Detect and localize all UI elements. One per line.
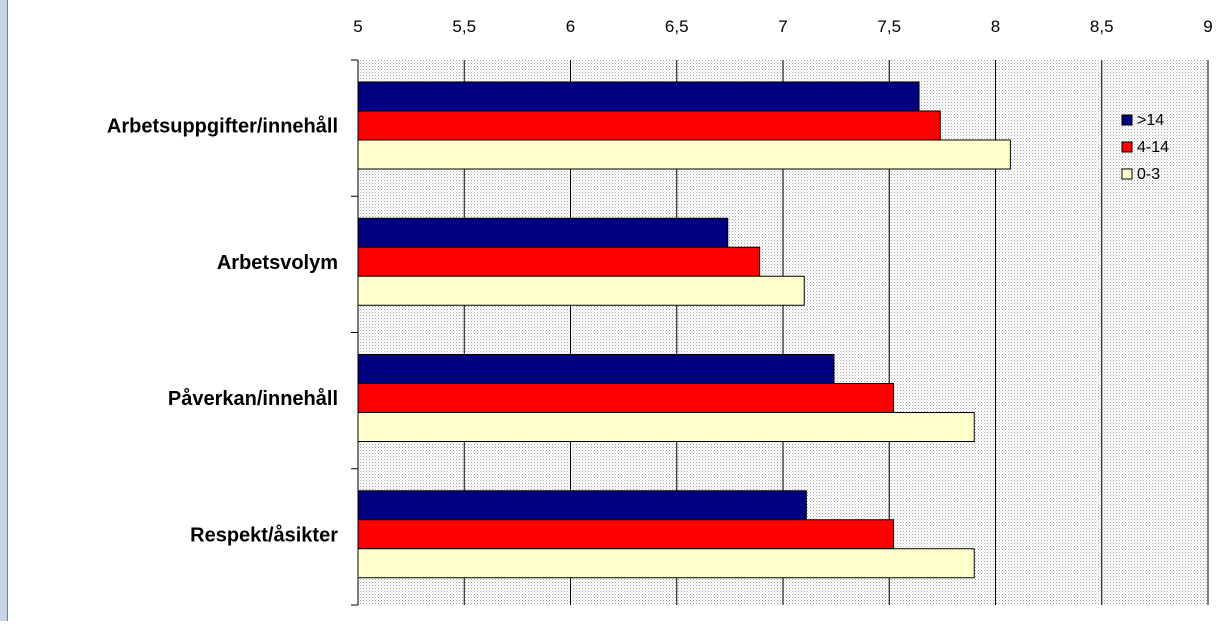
legend-swatch-2: [1121, 168, 1133, 180]
x-tick-label-8: 9: [1203, 17, 1212, 36]
x-tick-label-7: 8,5: [1090, 17, 1114, 36]
bar-3-0: [357, 490, 807, 521]
x-tick-label-1: 5,5: [452, 17, 476, 36]
bar-1-2: [357, 275, 805, 306]
x-tick-label-3: 6,5: [665, 17, 689, 36]
legend-label-1: 4-14: [1137, 139, 1169, 156]
legend-swatch-0: [1121, 114, 1133, 126]
axes: [351, 59, 359, 606]
window-frame-left: [0, 0, 8, 621]
bar-0-2: [357, 139, 1011, 170]
legend: >14 4-14 0-3: [1121, 112, 1169, 183]
legend-label-2: 0-3: [1137, 166, 1160, 183]
x-tick-label-2: 6: [566, 17, 575, 36]
bar-2-0: [357, 354, 835, 384]
bar-3-1: [357, 519, 894, 550]
bars: [357, 81, 1011, 579]
category-label-3: Respekt/åsikter: [190, 523, 338, 546]
bar-1-0: [357, 217, 729, 248]
x-tick-label-5: 7,5: [877, 17, 901, 36]
category-label-0: Arbetsuppgifter/innehåll: [107, 115, 338, 138]
legend-label-0: >14: [1137, 112, 1164, 129]
bar-2-1: [357, 383, 894, 413]
category-label-2: Påverkan/innehåll: [168, 387, 338, 410]
x-tick-label-6: 8: [991, 17, 1000, 36]
x-tick-label-4: 7: [778, 17, 787, 36]
legend-swatch-1: [1121, 141, 1133, 153]
bar-3-2: [357, 548, 975, 579]
x-tick-labels: 5 5,5 6 6,5 7 7,5 8 8,5 9: [353, 17, 1212, 36]
bar-2-2: [357, 412, 975, 442]
category-labels: Arbetsuppgifter/innehåll Arbetsvolym Påver…: [107, 115, 338, 547]
category-label-1: Arbetsvolym: [217, 252, 338, 274]
x-tick-label-0: 5: [353, 17, 362, 36]
bar-0-0: [357, 81, 920, 112]
bar-0-1: [357, 110, 941, 141]
bar-1-1: [357, 246, 761, 277]
